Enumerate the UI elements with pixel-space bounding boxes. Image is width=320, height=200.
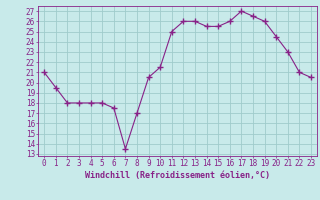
X-axis label: Windchill (Refroidissement éolien,°C): Windchill (Refroidissement éolien,°C)	[85, 171, 270, 180]
